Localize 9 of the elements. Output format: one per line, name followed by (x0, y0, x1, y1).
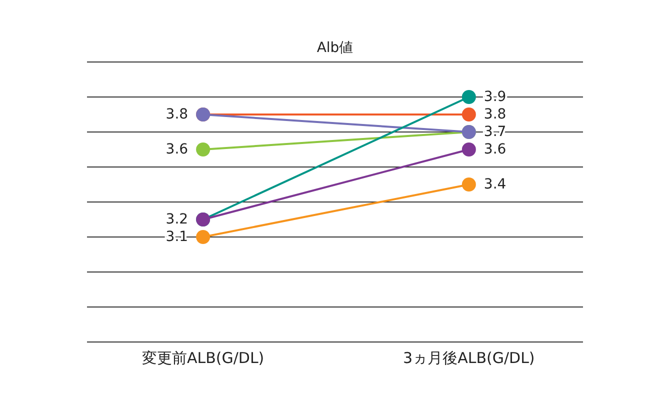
title: Alb値 (316, 40, 354, 56)
data-label: 3.4 (484, 176, 506, 192)
x-tick-label: 変更前ALB(G/DL) (142, 349, 264, 367)
data-label: 3.6 (166, 142, 188, 158)
x-tick-label: 3ヵ月後ALB(G/DL) (403, 349, 535, 367)
data-label: 3.8 (166, 106, 188, 122)
data-label: 3.6 (484, 142, 506, 158)
data-label: 3.8 (484, 106, 506, 122)
data-label: 3.2 (166, 212, 188, 228)
